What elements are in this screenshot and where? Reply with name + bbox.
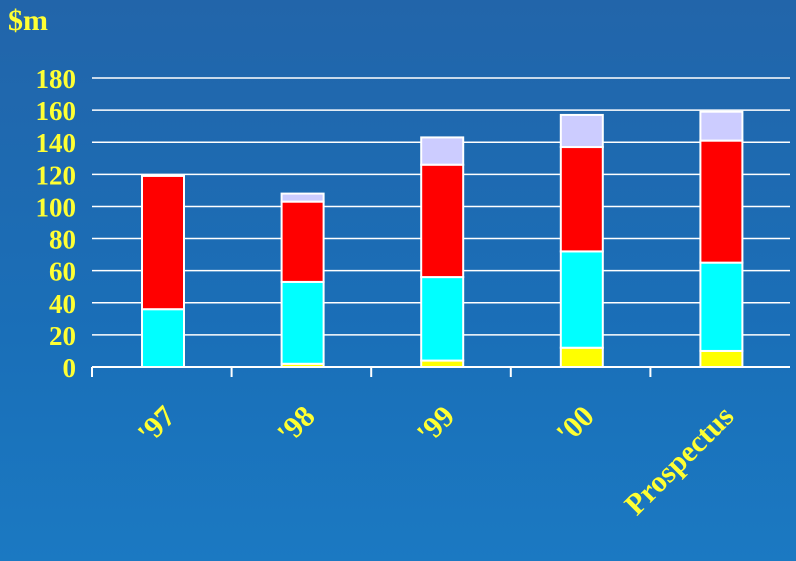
bar-segment <box>559 146 604 253</box>
y-tick-label: 140 <box>36 128 77 158</box>
bar-segment <box>141 174 185 311</box>
x-tick-label: '98 <box>271 400 321 450</box>
y-tick-label: 100 <box>36 192 77 222</box>
bar-segment <box>420 276 465 362</box>
axes <box>91 366 790 377</box>
x-tick-label: '99 <box>411 400 461 450</box>
x-tick-label: Prospectus <box>618 400 740 522</box>
bar-segment <box>420 136 465 166</box>
y-tick-label: 80 <box>49 225 76 255</box>
bar-segment <box>699 110 744 142</box>
x-tick-label: '97 <box>132 400 182 450</box>
y-tick-label: 160 <box>36 96 77 126</box>
y-tick-label: 20 <box>49 321 76 351</box>
y-tick-label: 180 <box>36 64 77 94</box>
x-tick-labels: '97 '98 '99 '00 Prospectus <box>132 400 741 522</box>
x-tick-label: '00 <box>550 400 600 450</box>
bar-segment <box>559 346 604 369</box>
y-tick-label: 0 <box>63 353 77 383</box>
bar-segment <box>280 280 325 365</box>
bar-segment <box>699 139 744 264</box>
bars <box>141 110 744 369</box>
bar-segment <box>141 308 185 369</box>
bar-segment <box>559 250 604 349</box>
bar-segment <box>559 113 604 149</box>
bar-segment <box>699 349 744 369</box>
y-tick-label: 40 <box>49 289 76 319</box>
y-tick-label: 120 <box>36 160 77 190</box>
bar-segment <box>420 163 465 279</box>
y-tick-label: 60 <box>49 257 76 287</box>
bar-segment <box>699 261 744 352</box>
bar-segment <box>280 192 325 203</box>
bar-segment <box>280 200 325 283</box>
y-axis-unit-label: $m <box>8 4 48 37</box>
